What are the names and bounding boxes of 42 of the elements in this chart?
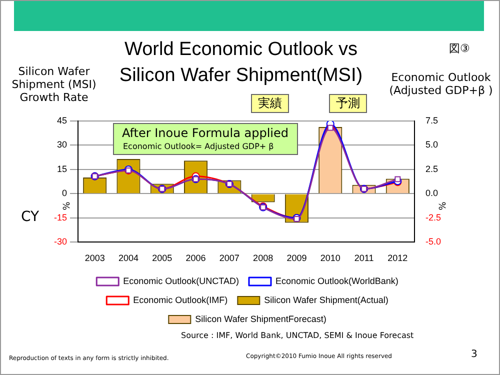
y2-tick-label: -5.0 xyxy=(425,236,442,247)
x-tick-label: 2009 xyxy=(286,253,307,264)
text: % xyxy=(62,202,72,210)
text: 実績 xyxy=(251,94,289,113)
x-tick-label: 2012 xyxy=(388,253,408,264)
x-tick-label: 2007 xyxy=(219,253,240,264)
x-tick-label: 2011 xyxy=(354,253,374,264)
legend-label: Economic Outlook(IMF) xyxy=(133,294,228,305)
y-tick-label: 30 xyxy=(56,140,68,150)
text: 図③ xyxy=(449,41,470,56)
y-tick-label: 0 xyxy=(62,188,68,198)
annotation: After Inoue Formula applied xyxy=(122,126,289,140)
annotation: Economic Outlook= Adjusted GDP+ β xyxy=(123,142,274,151)
text: % xyxy=(438,202,448,210)
source-note: Source : IMF, World Bank, UNCTAD, SEMI & Inoue Forecast xyxy=(181,331,414,340)
text: 予測 xyxy=(329,94,367,113)
text: 3 xyxy=(471,349,478,360)
y-axis-title: Silicon Wafer Shipment (MSI) Growth Rate xyxy=(10,65,98,104)
y-tick-label: -30 xyxy=(54,236,68,247)
x-tick-label: 2008 xyxy=(253,253,274,264)
legend-label: Economic Outlook(WorldBank) xyxy=(275,276,398,286)
x-tick-label: 2006 xyxy=(186,253,206,264)
point xyxy=(394,176,401,182)
legend-label: Economic Outlook(UNCTAD) xyxy=(123,276,239,286)
y2-tick-label: 5.0 xyxy=(425,140,438,150)
chart-title: World Economic Outlook vs Silicon Wafer Shipment(MSI) xyxy=(118,38,364,88)
x-tick-label: 2005 xyxy=(152,253,172,264)
y-tick-label: -15 xyxy=(54,212,68,222)
y2-tick-label: 0.0 xyxy=(425,188,438,198)
y2-tick-label: 7.5 xyxy=(425,115,438,126)
y2-tick-label: -2.5 xyxy=(425,212,442,222)
x-tick-label: 2010 xyxy=(320,253,340,264)
legend-label: Silicon Wafer ShipmentForecast) xyxy=(195,314,326,324)
x-tick-label: 2004 xyxy=(118,253,138,264)
y-tick-label: 15 xyxy=(56,164,68,174)
legend-label: Silicon Wafer Shipment(Actual) xyxy=(264,294,388,305)
y2-tick-label: 2.5 xyxy=(425,164,438,174)
x-tick-label: 2003 xyxy=(84,253,105,264)
y-tick-label: 45 xyxy=(56,115,68,126)
text: CY xyxy=(21,209,40,225)
y2-axis-title: Economic Outlook (Adjusted GDP+β ) xyxy=(388,71,494,97)
point xyxy=(327,124,334,131)
